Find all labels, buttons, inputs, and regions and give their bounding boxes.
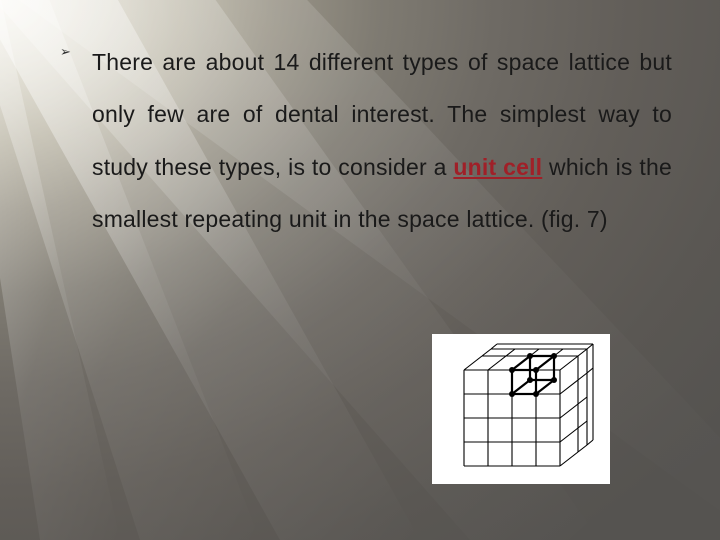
bullet-marker: ➢	[60, 45, 74, 58]
unit-cell-term: unit cell	[453, 154, 542, 180]
figure-7-lattice	[432, 334, 610, 484]
lattice-diagram	[432, 334, 610, 484]
slide: ➢ There are about 14 different types of …	[0, 0, 720, 540]
content-area: ➢ There are about 14 different types of …	[60, 36, 672, 246]
paragraph: There are about 14 different types of sp…	[92, 36, 672, 246]
fig-reference: (fig. 7)	[534, 206, 607, 232]
bullet-item: ➢ There are about 14 different types of …	[60, 36, 672, 246]
